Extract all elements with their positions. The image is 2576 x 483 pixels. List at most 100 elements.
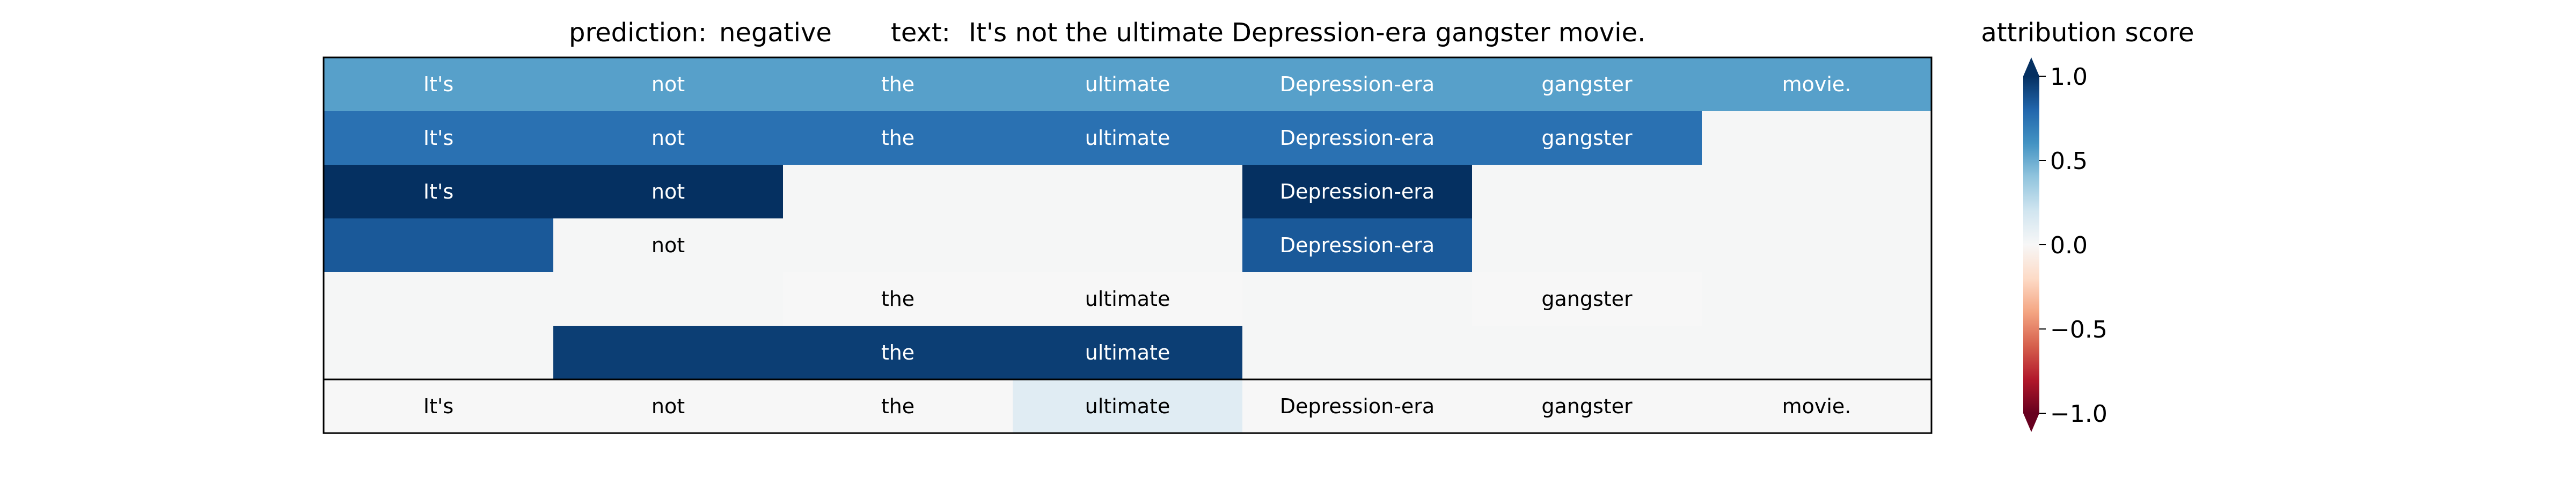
token-label: Depression-era [1280, 72, 1435, 96]
heatmap-cell [1472, 57, 1702, 112]
heatmap-cell [1013, 218, 1243, 273]
heatmap-cell [1242, 326, 1473, 380]
heatmap-cell [1013, 57, 1243, 112]
token-label: ultimate [1085, 72, 1170, 96]
token-label: ultimate [1085, 126, 1170, 150]
heatmap-cell [783, 379, 1013, 434]
heatmap-cell [553, 218, 784, 273]
heatmap-cell [1242, 165, 1473, 219]
heatmap-cell [1013, 272, 1243, 326]
heatmap-cell [1242, 57, 1473, 112]
heatmap-cell [1702, 326, 1932, 380]
token-label: Depression-era [1280, 180, 1435, 203]
heatmap-cell [324, 272, 554, 326]
token-label: the [881, 394, 914, 418]
token-label: not [652, 72, 685, 96]
heatmap-cell [553, 111, 784, 165]
heatmap-row: It's not the ultimate Depression-era gangster… [324, 57, 1932, 112]
colorbar-gradient [2023, 76, 2039, 413]
token-label: not [652, 180, 685, 203]
token-label: movie. [1782, 72, 1851, 96]
colorbar-tick-label: −1.0 [2050, 400, 2107, 428]
heatmap-grid: It's not the ultimate Depression-era gangster… [324, 57, 1932, 434]
colorbar: attribution score 1.0 0.5 0.0 −0.5 −1.0 [1981, 18, 2194, 432]
colorbar-tick-label: −0.5 [2050, 316, 2107, 343]
token-label: ultimate [1085, 287, 1170, 311]
heatmap-cell [324, 57, 554, 112]
heatmap-cell [1013, 379, 1243, 434]
heatmap-row: the ultimate [324, 326, 1932, 380]
input-row-frame [323, 378, 1933, 434]
heatmap-cell [553, 272, 784, 326]
heatmap-row: It's not the ultimate Depression-era gangster [324, 111, 1932, 165]
heatmap-frames [323, 56, 1933, 434]
heatmap-row: not Depression-era [324, 218, 1932, 273]
colorbar-top-extend [2023, 57, 2039, 76]
colorbar-tick-label: 0.5 [2050, 148, 2088, 175]
heatmap-cell [553, 57, 784, 112]
token-label: the [881, 126, 914, 150]
token-label: gangster [1541, 126, 1633, 150]
heatmap-cell [324, 379, 554, 434]
heatmap-cell [324, 218, 554, 273]
input-token-row: It's not the ultimate Depression-era gangster… [324, 379, 1932, 434]
heatmap-cell [1702, 57, 1932, 112]
token-label: the [881, 287, 914, 311]
heatmap-cell [1242, 272, 1473, 326]
token-label: gangster [1541, 72, 1633, 96]
heatmap-cell [324, 326, 554, 380]
token-label: gangster [1541, 394, 1633, 418]
heatmap-cell [553, 379, 784, 434]
prediction-value: negative [719, 18, 832, 48]
token-label: movie. [1782, 394, 1851, 418]
heatmap-row: It's not Depression-era [324, 165, 1932, 219]
heatmap-cell [783, 57, 1013, 112]
heatmap-cell [1242, 379, 1473, 434]
heatmap-cell [783, 218, 1013, 273]
heatmap-cell [324, 111, 554, 165]
heatmap-cell [783, 326, 1013, 380]
heatmap-cell [783, 272, 1013, 326]
colorbar-bottom-extend [2023, 413, 2039, 432]
heatmap-cell [1242, 111, 1473, 165]
token-label: not [652, 394, 685, 418]
prediction-label: prediction: [569, 18, 707, 48]
heatmap-cell [1472, 379, 1702, 434]
token-label: Depression-era [1280, 126, 1435, 150]
text-label: text: [891, 18, 950, 48]
heatmap-cell [1013, 111, 1243, 165]
token-label: It's [423, 126, 453, 150]
token-label: Depression-era [1280, 233, 1435, 257]
heatmap-cell [1472, 111, 1702, 165]
heatmap-row: the ultimate gangster [324, 272, 1932, 326]
heatmap-cell [553, 326, 784, 380]
heatmap-cell [324, 165, 554, 219]
token-label: ultimate [1085, 341, 1170, 364]
token-label: It's [423, 394, 453, 418]
heatmap-cell [553, 165, 784, 219]
token-label: It's [423, 72, 453, 96]
token-label: gangster [1541, 287, 1633, 311]
colorbar-title: attribution score [1981, 18, 2194, 48]
heatmap-cell [1702, 379, 1932, 434]
token-label: not [652, 126, 685, 150]
heatmap-cell [1702, 111, 1932, 165]
heatmap-cell [1702, 165, 1932, 219]
heatmap-cell [1472, 218, 1702, 273]
heatmap-cell [1472, 326, 1702, 380]
heatmap-cell [1013, 165, 1243, 219]
token-label: not [652, 233, 685, 257]
heatmap-cell [1472, 165, 1702, 219]
heatmap-cell [783, 111, 1013, 165]
heatmap-cell [1013, 326, 1243, 380]
colorbar-tick-label: 0.0 [2050, 232, 2088, 259]
heatmap-cell [1242, 218, 1473, 273]
heatmap-cell [1702, 272, 1932, 326]
token-label: Depression-era [1280, 394, 1435, 418]
text-value: It's not the ultimate Depression-era gan… [969, 18, 1645, 48]
token-label: the [881, 72, 914, 96]
heatmap-cell [783, 165, 1013, 219]
heatmap-cell [1472, 272, 1702, 326]
colorbar-tick-label: 1.0 [2050, 63, 2088, 91]
